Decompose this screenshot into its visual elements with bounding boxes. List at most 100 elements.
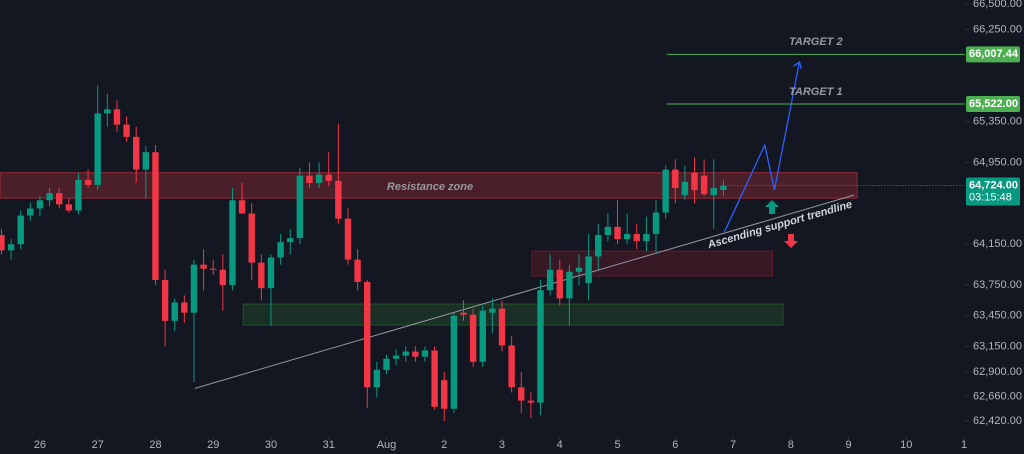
down-arrow bbox=[784, 234, 798, 248]
y-tick-label: 62,660.00 bbox=[973, 390, 1022, 402]
candle-body bbox=[219, 269, 227, 286]
candle-body bbox=[508, 345, 515, 388]
target-label: TARGET 1 bbox=[789, 86, 843, 98]
y-tick-label: 62,900.00 bbox=[973, 366, 1022, 378]
candle-body bbox=[229, 200, 236, 286]
candle-body bbox=[681, 181, 689, 196]
y-tick-label: 63,750.00 bbox=[973, 279, 1022, 291]
projection-path bbox=[723, 61, 801, 233]
candle-body bbox=[431, 350, 438, 407]
candle-body bbox=[672, 169, 679, 188]
candle-body bbox=[373, 369, 381, 388]
price-badge bbox=[966, 46, 1020, 63]
x-tick-label: 9 bbox=[845, 439, 851, 451]
candle-body bbox=[296, 175, 304, 239]
y-tick-label: 66,250.00 bbox=[973, 23, 1022, 35]
x-tick-label: Aug bbox=[377, 439, 397, 451]
candle-body bbox=[604, 226, 612, 236]
x-tick-label: 6 bbox=[672, 439, 678, 451]
candle-body bbox=[65, 204, 73, 211]
x-tick-label: 3 bbox=[499, 439, 505, 451]
x-tick-label: 29 bbox=[207, 439, 219, 451]
candle-body bbox=[662, 169, 669, 213]
countdown: 03:15:48 bbox=[969, 191, 1012, 203]
candle-body bbox=[498, 308, 506, 346]
x-tick-label: 27 bbox=[92, 439, 104, 451]
candle-body bbox=[94, 113, 101, 185]
candle-body bbox=[84, 179, 92, 185]
candle-body bbox=[460, 312, 467, 315]
current-price-label: 64,724.00 bbox=[969, 179, 1018, 191]
candle-body bbox=[479, 310, 486, 362]
candle-body bbox=[518, 387, 525, 401]
candle-body bbox=[710, 187, 717, 196]
x-tick-label: 30 bbox=[265, 439, 277, 451]
price-badge bbox=[966, 95, 1020, 112]
candle-body bbox=[575, 267, 583, 272]
x-tick-label: 26 bbox=[34, 439, 46, 451]
candle-body bbox=[277, 242, 284, 258]
candle-body bbox=[210, 268, 217, 270]
candle-body bbox=[469, 314, 477, 362]
candle-body bbox=[46, 193, 53, 201]
zone bbox=[242, 303, 784, 326]
zone-label: Resistance zone bbox=[387, 181, 473, 193]
candle-body bbox=[113, 109, 121, 125]
candle-body bbox=[104, 109, 111, 114]
candle-body bbox=[258, 262, 265, 289]
y-tick-label: 64,950.00 bbox=[973, 156, 1022, 168]
candle-body bbox=[315, 174, 323, 183]
candle-body bbox=[335, 180, 342, 219]
candle-body bbox=[392, 355, 400, 359]
candle-body bbox=[161, 279, 169, 321]
x-tick-label: 5 bbox=[614, 439, 620, 451]
candle-body bbox=[75, 179, 82, 211]
candle-body bbox=[595, 235, 602, 257]
candle-body bbox=[527, 400, 535, 403]
up-arrow bbox=[765, 200, 779, 214]
candle-body bbox=[556, 269, 563, 299]
x-tick-label: 2 bbox=[441, 439, 447, 451]
x-tick-label: 28 bbox=[149, 439, 161, 451]
y-tick-label: 65,350.00 bbox=[973, 115, 1022, 127]
candle-body bbox=[643, 233, 650, 242]
candle-body bbox=[623, 233, 631, 240]
candle-body bbox=[248, 213, 255, 263]
y-tick-label: 62,420.00 bbox=[973, 415, 1022, 427]
candle-body bbox=[633, 233, 640, 242]
candle-body bbox=[287, 238, 294, 243]
x-tick-label: 10 bbox=[900, 439, 912, 451]
candle-body bbox=[0, 235, 5, 251]
candle-body bbox=[537, 290, 544, 403]
candle-body bbox=[700, 175, 708, 195]
x-tick-label: 1 bbox=[961, 439, 967, 451]
candle-body bbox=[450, 315, 458, 409]
trendline bbox=[194, 194, 855, 389]
candle-body bbox=[27, 208, 34, 216]
candle-body bbox=[489, 308, 496, 313]
candle-body bbox=[123, 124, 130, 137]
projection-arrowhead bbox=[793, 61, 803, 70]
candle-body bbox=[142, 152, 150, 170]
y-tick-label: 63,150.00 bbox=[973, 340, 1022, 352]
candle-body bbox=[200, 264, 207, 269]
x-tick-label: 8 bbox=[788, 439, 794, 451]
candle-body bbox=[652, 212, 660, 234]
candle-body bbox=[354, 259, 361, 283]
candle-body bbox=[152, 152, 159, 280]
candle-body bbox=[181, 302, 188, 313]
candle-body bbox=[412, 351, 419, 357]
y-tick-label: 63,450.00 bbox=[973, 310, 1022, 322]
x-tick-label: 7 bbox=[730, 439, 736, 451]
candle-body bbox=[441, 380, 448, 409]
candle-body bbox=[546, 269, 554, 291]
price-badge-label: 65,522.00 bbox=[969, 98, 1018, 110]
x-tick-label: 31 bbox=[323, 439, 335, 451]
candle-body bbox=[17, 215, 24, 245]
candle-body bbox=[238, 200, 246, 214]
y-tick-label: 66,500.00 bbox=[973, 0, 1022, 10]
candle-body bbox=[36, 200, 44, 209]
